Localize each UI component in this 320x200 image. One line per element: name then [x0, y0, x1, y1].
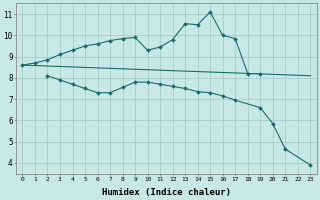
- X-axis label: Humidex (Indice chaleur): Humidex (Indice chaleur): [102, 188, 231, 197]
